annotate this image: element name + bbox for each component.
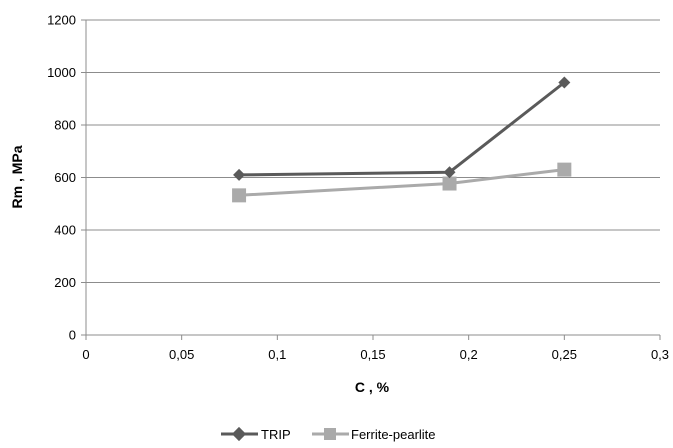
y-axis-title: Rm , MPa xyxy=(9,145,25,208)
data-point-ferrite-pearlite-1 xyxy=(442,176,457,191)
x-tick-label: 0 xyxy=(82,347,89,362)
series-lines xyxy=(239,81,566,197)
x-tick-label: 0,05 xyxy=(169,347,194,362)
legend-marker-ferrite-pearlite xyxy=(324,428,336,440)
y-tick-label: 200 xyxy=(54,275,76,290)
legend-label-ferrite-pearlite: Ferrite-pearlite xyxy=(351,427,436,442)
gridlines xyxy=(86,19,660,283)
y-tick-label: 0 xyxy=(69,328,76,343)
x-tick-label: 0,15 xyxy=(360,347,385,362)
data-point-trip-1 xyxy=(443,166,456,179)
x-tick-label: 0,3 xyxy=(651,347,669,362)
series-line-trip xyxy=(239,81,566,177)
legend-item-ferrite-pearlite: Ferrite-pearlite xyxy=(312,427,436,442)
y-tick-label: 600 xyxy=(54,170,76,185)
data-point-trip-2 xyxy=(558,76,571,89)
tick-labels: 0 200 400 600 800 1000 1200 0 0,05 0,1 0,15 0,2 0,25… xyxy=(47,13,669,363)
data-point-trip-0 xyxy=(233,168,246,181)
legend-item-trip: TRIP xyxy=(221,426,291,442)
legend-label-trip: TRIP xyxy=(261,427,291,442)
data-point-ferrite-pearlite-2 xyxy=(557,162,572,177)
y-tick-label: 1000 xyxy=(47,65,76,80)
x-tick-label: 0,25 xyxy=(552,347,577,362)
x-tick-label: 0,2 xyxy=(460,347,478,362)
y-tick-label: 400 xyxy=(54,223,76,238)
legend-marker-trip xyxy=(231,426,247,442)
data-markers xyxy=(232,76,572,203)
y-tick-label: 1200 xyxy=(47,13,76,28)
legend: TRIP Ferrite-pearlite xyxy=(221,426,436,442)
axes xyxy=(81,19,661,340)
data-point-ferrite-pearlite-0 xyxy=(232,188,247,203)
x-tick-label: 0,1 xyxy=(268,347,286,362)
x-axis-title: C , % xyxy=(355,379,390,395)
y-tick-label: 800 xyxy=(54,118,76,133)
